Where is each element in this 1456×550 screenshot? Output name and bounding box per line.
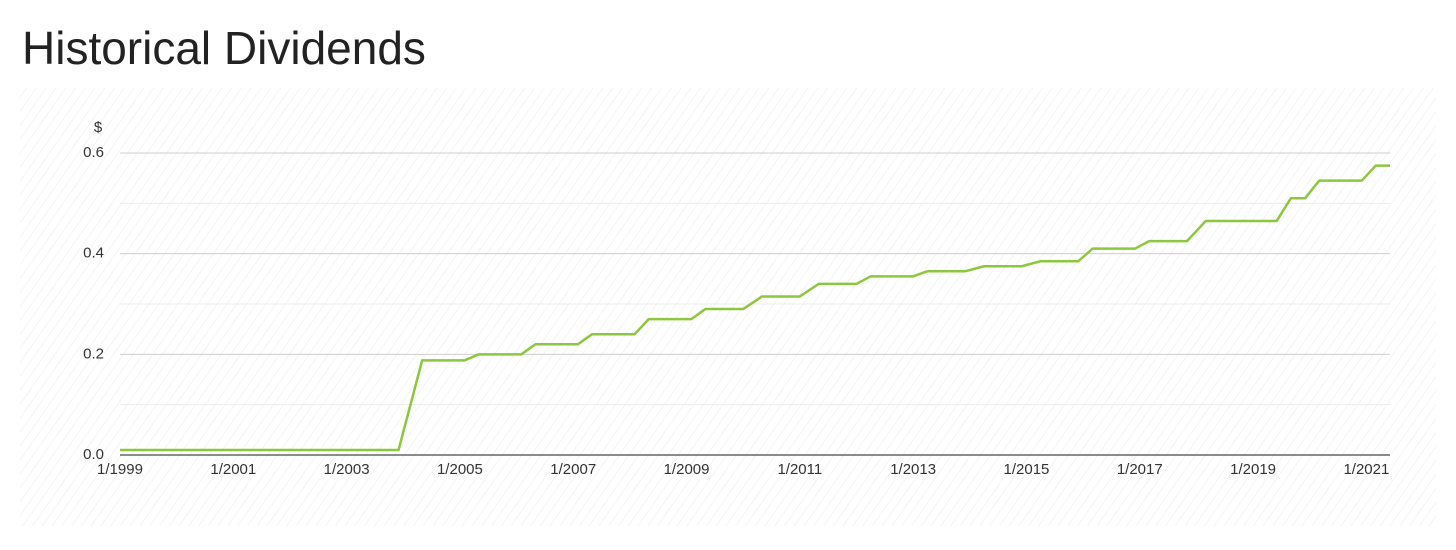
x-tick-label: 1/2013 — [890, 461, 936, 478]
chart-background — [20, 88, 1436, 526]
y-tick-label: 0.6 — [83, 144, 104, 161]
data-line — [120, 164, 1390, 452]
y-axis-label: $ — [94, 119, 103, 136]
x-tick-label: 1/2021 — [1343, 461, 1389, 478]
x-tick-label: 1/2007 — [550, 461, 596, 478]
x-tick-label: 1/2011 — [777, 461, 822, 478]
x-tick-label: 1/2017 — [1117, 461, 1163, 478]
chart-title: Historical Dividends — [22, 22, 426, 74]
y-tick-label: 0.2 — [83, 345, 104, 362]
x-tick-label: 1/2009 — [664, 461, 710, 478]
x-tick-label: 1/2003 — [324, 461, 370, 478]
x-tick-label: 1/2001 — [210, 461, 256, 478]
y-tick-label: 0.0 — [83, 446, 104, 463]
x-tick-label: 1/2005 — [437, 461, 483, 478]
y-tick-label: 0.4 — [83, 245, 104, 262]
x-tick-label: 1/1999 — [97, 461, 143, 478]
x-tick-label: 1/2019 — [1230, 461, 1276, 478]
x-tick-label: 1/2015 — [1004, 461, 1050, 478]
